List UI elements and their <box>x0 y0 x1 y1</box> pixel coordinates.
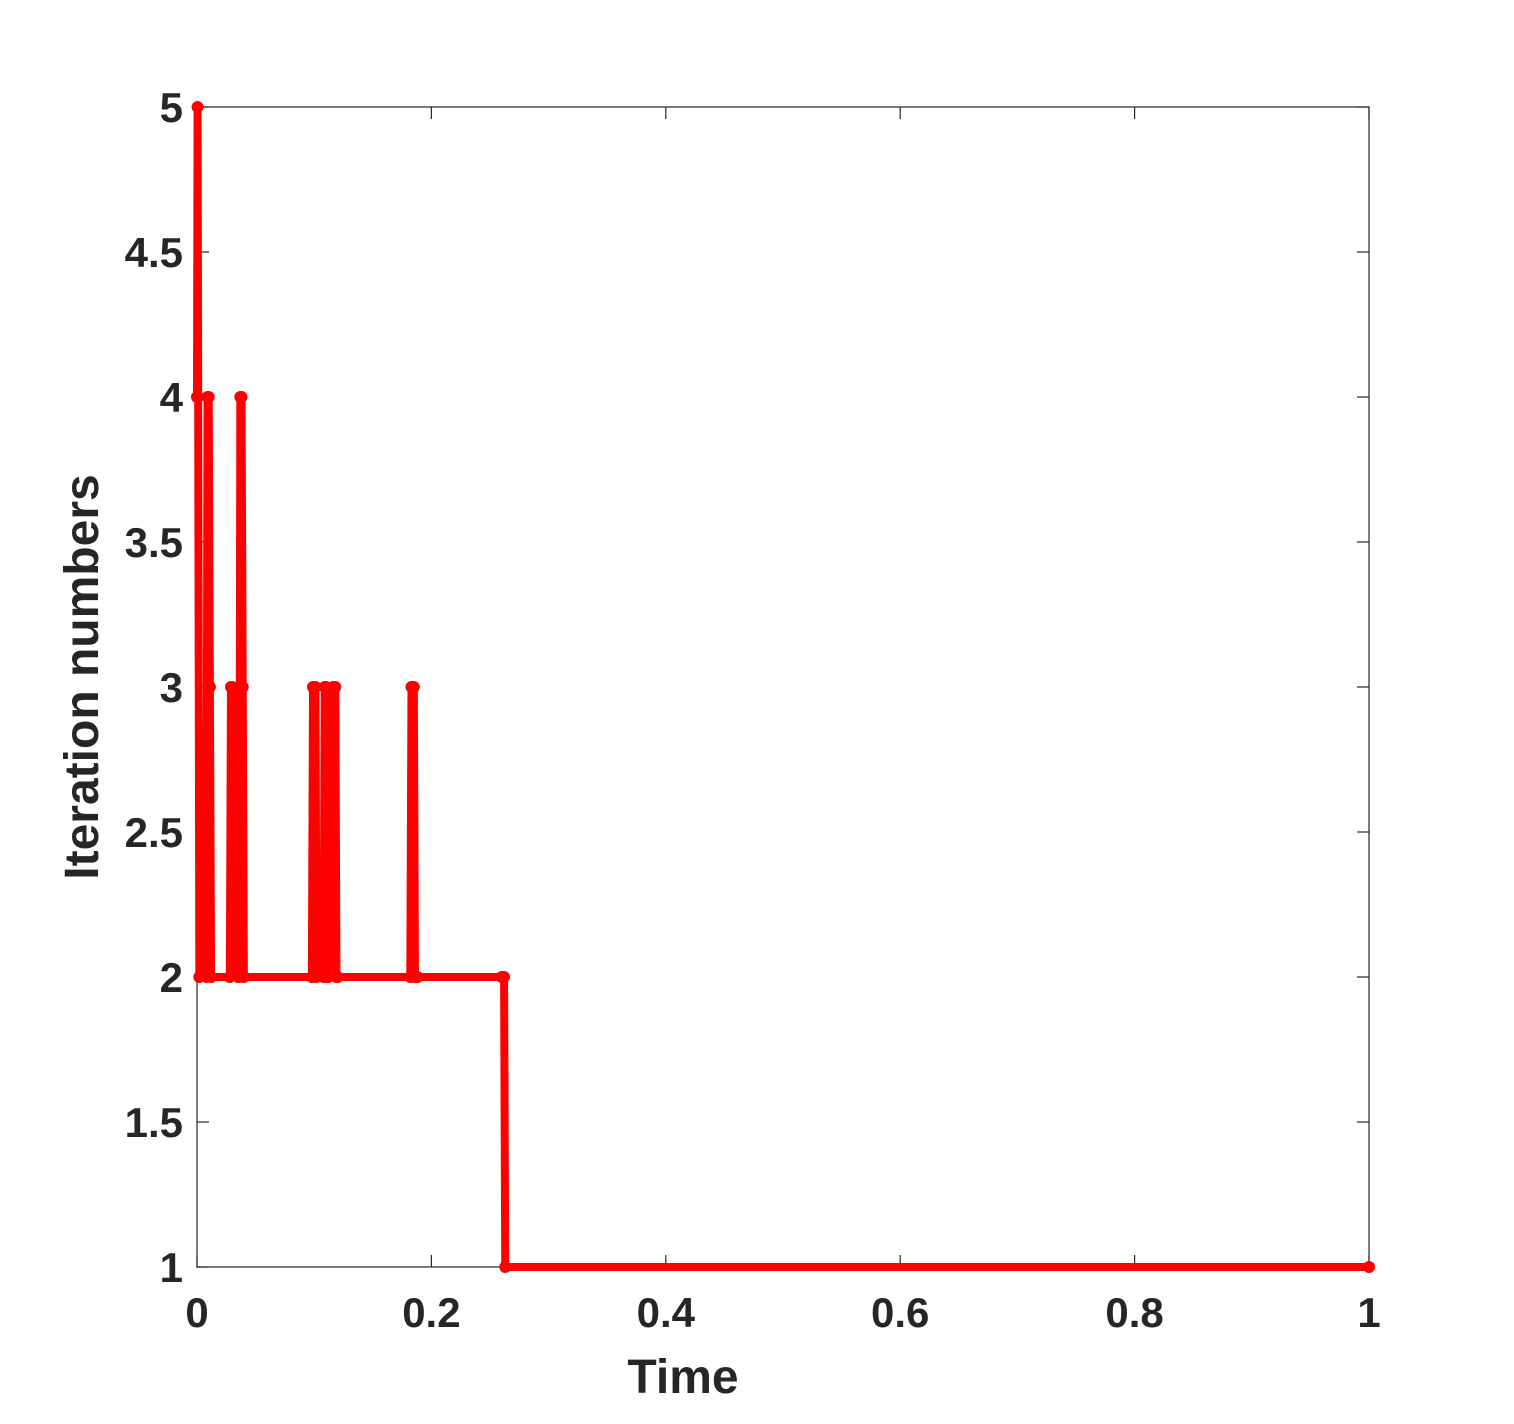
data-point <box>331 971 344 983</box>
x-tick-label: 1 <box>1357 1289 1380 1336</box>
tick-labels: 0 0.2 0.4 0.6 0.8 1 1 1.5 2 2.5 3 3.5 4 4.5 5 <box>125 84 1381 1336</box>
data-point <box>237 971 250 983</box>
series-layer <box>191 101 1375 1273</box>
data-point <box>499 1261 512 1273</box>
y-tick-label: 4.5 <box>125 229 183 276</box>
data-point <box>202 391 215 403</box>
y-tick-label: 3.5 <box>125 519 183 566</box>
data-point <box>226 681 239 693</box>
data-point <box>223 971 236 983</box>
y-tick-label: 3 <box>160 664 183 711</box>
data-point <box>407 681 420 693</box>
y-axis-label: Iteration numbers <box>56 474 109 879</box>
plot-area <box>196 106 1370 1268</box>
data-point <box>322 971 335 983</box>
data-point <box>235 391 248 403</box>
y-tick-label: 1 <box>160 1244 183 1291</box>
data-point <box>205 971 218 983</box>
x-tick-label: 0.6 <box>871 1289 929 1336</box>
y-tick-label: 1.5 <box>125 1099 183 1146</box>
data-point <box>1363 1261 1375 1273</box>
x-axis-label: Time <box>627 1351 738 1404</box>
data-point <box>329 681 342 693</box>
x-tick-label: 0.8 <box>1105 1289 1163 1336</box>
data-point <box>411 971 424 983</box>
y-tick-label: 5 <box>160 84 183 131</box>
data-point <box>203 681 216 693</box>
y-tick-label: 2 <box>160 954 183 1001</box>
x-tick-label: 0.2 <box>402 1289 460 1336</box>
data-point <box>191 101 204 113</box>
data-point <box>498 971 511 983</box>
data-point <box>236 681 249 693</box>
y-tick-label: 4 <box>160 374 184 421</box>
data-point <box>192 391 205 403</box>
x-tick-label: 0 <box>185 1289 208 1336</box>
x-tick-label: 0.4 <box>637 1289 696 1336</box>
y-tick-label: 2.5 <box>125 809 183 856</box>
data-point <box>309 681 322 693</box>
